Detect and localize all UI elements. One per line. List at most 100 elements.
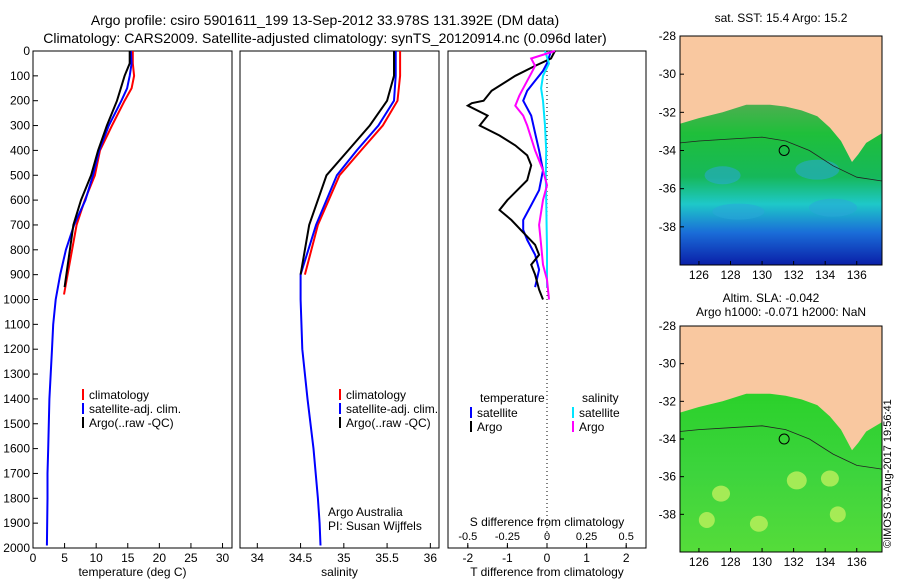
sst-feature (795, 159, 840, 180)
map-x-tick-label: 128 (720, 268, 740, 282)
depth-contour (679, 425, 883, 470)
series-line-satellite-adj-clim- (299, 51, 397, 546)
y-tick-label: 900 (10, 268, 30, 282)
map-x-tick-label: 134 (815, 555, 835, 569)
map-y-tick-label: -38 (659, 220, 677, 234)
plot-frame (239, 50, 440, 549)
map-y-tick-label: -30 (659, 357, 677, 371)
series-line-salinity-satellite (540, 50, 551, 288)
map-x-tick-label: 130 (752, 555, 772, 569)
series-line-argo-raw-qc- (63, 51, 131, 288)
map-title: Altim. SLA: -0.042 (723, 291, 820, 305)
map-y-tick-label: -28 (659, 319, 677, 333)
y-tick-label: 300 (10, 119, 30, 133)
x-tick-label: 25 (184, 551, 198, 565)
y-tick-label: 1800 (3, 491, 30, 505)
sst-feature (712, 203, 765, 220)
series-line-temperature-satellite (522, 50, 552, 288)
x-tick-label: -2 (462, 551, 473, 565)
y-tick-label: 1300 (3, 367, 30, 381)
chart-title-line-1: Argo profile: csiro 5901611_199 13-Sep-2… (90, 12, 560, 28)
x-tick-label: 34.5 (289, 551, 313, 565)
ocean-field (680, 104, 882, 265)
legend-label: climatology (346, 388, 406, 402)
map-y-tick-label: -34 (659, 432, 677, 446)
panel-differences: -2 -1 0 1 2T difference from climatology -0.5… (447, 50, 647, 579)
y-tick-label: 1200 (3, 342, 30, 356)
x-axis-label: T difference from climatology (470, 565, 624, 579)
series-line-satellite-adj-clim- (45, 50, 133, 546)
x2-tick-label: 0 (544, 531, 550, 543)
map-x-tick-label: 130 (752, 268, 772, 282)
panel-salinity: 34 34.5 35 35.5 36 salinity climatologysatelli… (239, 50, 440, 579)
x2-tick-label: 0.25 (576, 531, 597, 543)
map-y-tick-label: -34 (659, 144, 677, 158)
x-tick-label: 35 (337, 551, 351, 565)
map-sst: 126 128 130 132 134 136 -28 -30 -32 -34 -36 -38 sat.… (659, 11, 883, 282)
series-line-temperature-argo (465, 50, 556, 300)
map-x-tick-label: 126 (689, 268, 709, 282)
x-tick-label: 15 (121, 551, 135, 565)
x2-tick-label: 0.5 (619, 531, 634, 543)
y-tick-label: 1900 (3, 516, 30, 530)
x2-tick-label: -0.5 (458, 531, 477, 543)
map-x-tick-label: 136 (847, 555, 867, 569)
x-axis-label: salinity (321, 565, 358, 579)
sla-feature (786, 471, 807, 490)
legend-label: satellite-adj. clim. (89, 402, 181, 416)
y-tick-label: 2000 (3, 541, 30, 555)
sst-feature (809, 198, 858, 217)
sst-feature (704, 166, 741, 185)
x-tick-label: 10 (89, 551, 103, 565)
map-x-tick-label: 136 (847, 268, 867, 282)
x-tick-label: 30 (216, 551, 230, 565)
series-line-climatology (63, 51, 136, 295)
x2-axis-label: S difference from climatology (470, 515, 625, 529)
y-tick-label: 1500 (3, 417, 30, 431)
map-y-tick-label: -32 (659, 105, 677, 119)
legend-label: Argo(..raw -QC) (89, 416, 174, 430)
sla-feature (698, 511, 715, 528)
sla-feature (829, 506, 846, 523)
profile-location-marker (778, 433, 790, 445)
y-tick-label: 1100 (4, 317, 30, 331)
series-line-climatology (303, 51, 402, 275)
y-tick-label: 100 (10, 69, 30, 83)
x2-tick-label: -0.25 (495, 531, 520, 543)
map-x-tick-label: 132 (784, 268, 804, 282)
map-y-tick-label: -30 (659, 67, 677, 81)
x-axis-label: temperature (deg C) (78, 565, 186, 579)
map-y-tick-label: -28 (659, 29, 677, 43)
legend-label: climatology (89, 388, 149, 402)
legend-label: Argo(..raw -QC) (346, 416, 431, 430)
x-tick-label: 34 (251, 551, 265, 565)
profile-location-marker (778, 145, 790, 156)
plot-frame (32, 50, 233, 549)
x-tick-label: 35.5 (375, 551, 399, 565)
y-tick-label: 200 (10, 94, 30, 108)
map-sla: 126 128 130 132 134 136 -28 -30 -32 -34 -36 -38 Alti… (659, 291, 883, 569)
legend-label: Argo (477, 420, 503, 434)
legend-label: Argo (579, 420, 605, 434)
y-tick-label: 700 (10, 218, 30, 232)
x-tick-label: 36 (424, 551, 438, 565)
x-tick-label: -1 (502, 551, 513, 565)
y-tick-label: 400 (10, 143, 30, 157)
sla-feature (749, 515, 768, 532)
x-tick-label: 1 (583, 551, 590, 565)
legend-header: temperature (480, 391, 545, 405)
map-x-tick-label: 128 (720, 555, 740, 569)
annotation-line: PI: Susan Wijffels (328, 519, 422, 533)
map-x-tick-label: 134 (815, 268, 835, 282)
map-x-tick-label: 132 (784, 555, 804, 569)
map-subtitle: Argo h1000: -0.071 h2000: NaN (696, 305, 866, 319)
x-tick-label: 2 (623, 551, 630, 565)
annotation-line: Argo Australia (328, 505, 403, 519)
x-tick-label: 5 (61, 551, 68, 565)
imos-watermark: ©IMOS 03-Aug-2017 19:56:41 (882, 399, 894, 548)
depth-contour (679, 136, 883, 182)
map-y-tick-label: -38 (659, 507, 677, 521)
map-y-tick-label: -32 (659, 394, 677, 408)
sla-feature (712, 485, 731, 502)
legend-label: satellite (477, 406, 518, 420)
